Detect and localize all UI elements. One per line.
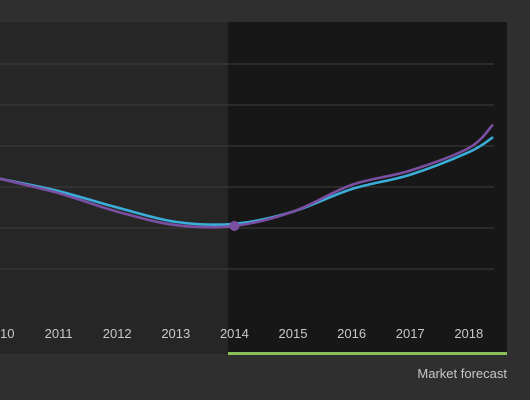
markers: [229, 220, 240, 231]
x-tick-label: 2011: [45, 326, 73, 341]
data-point-marker[interactable]: [229, 220, 240, 231]
x-tick-label: 2013: [161, 326, 190, 341]
forecast-region: [228, 22, 507, 354]
x-tick-label: 2012: [103, 326, 132, 341]
x-tick-label: 2017: [396, 326, 425, 341]
x-tick-label: 2015: [279, 326, 308, 341]
x-tick-label: 2010: [0, 326, 14, 341]
x-tick-label: 2018: [454, 326, 483, 341]
forecast-underline: [228, 352, 507, 355]
series-lines: [0, 124, 494, 229]
x-axis-ticks: 2010 2011 2012 2013 2014 2015 2016 2017 2018: [0, 326, 483, 341]
forecast-label: Market forecast: [417, 366, 507, 381]
series-line-2: [0, 124, 494, 229]
x-tick-label: 2014: [220, 326, 249, 341]
gridlines: [0, 63, 494, 270]
x-tick-label: 2016: [337, 326, 366, 341]
